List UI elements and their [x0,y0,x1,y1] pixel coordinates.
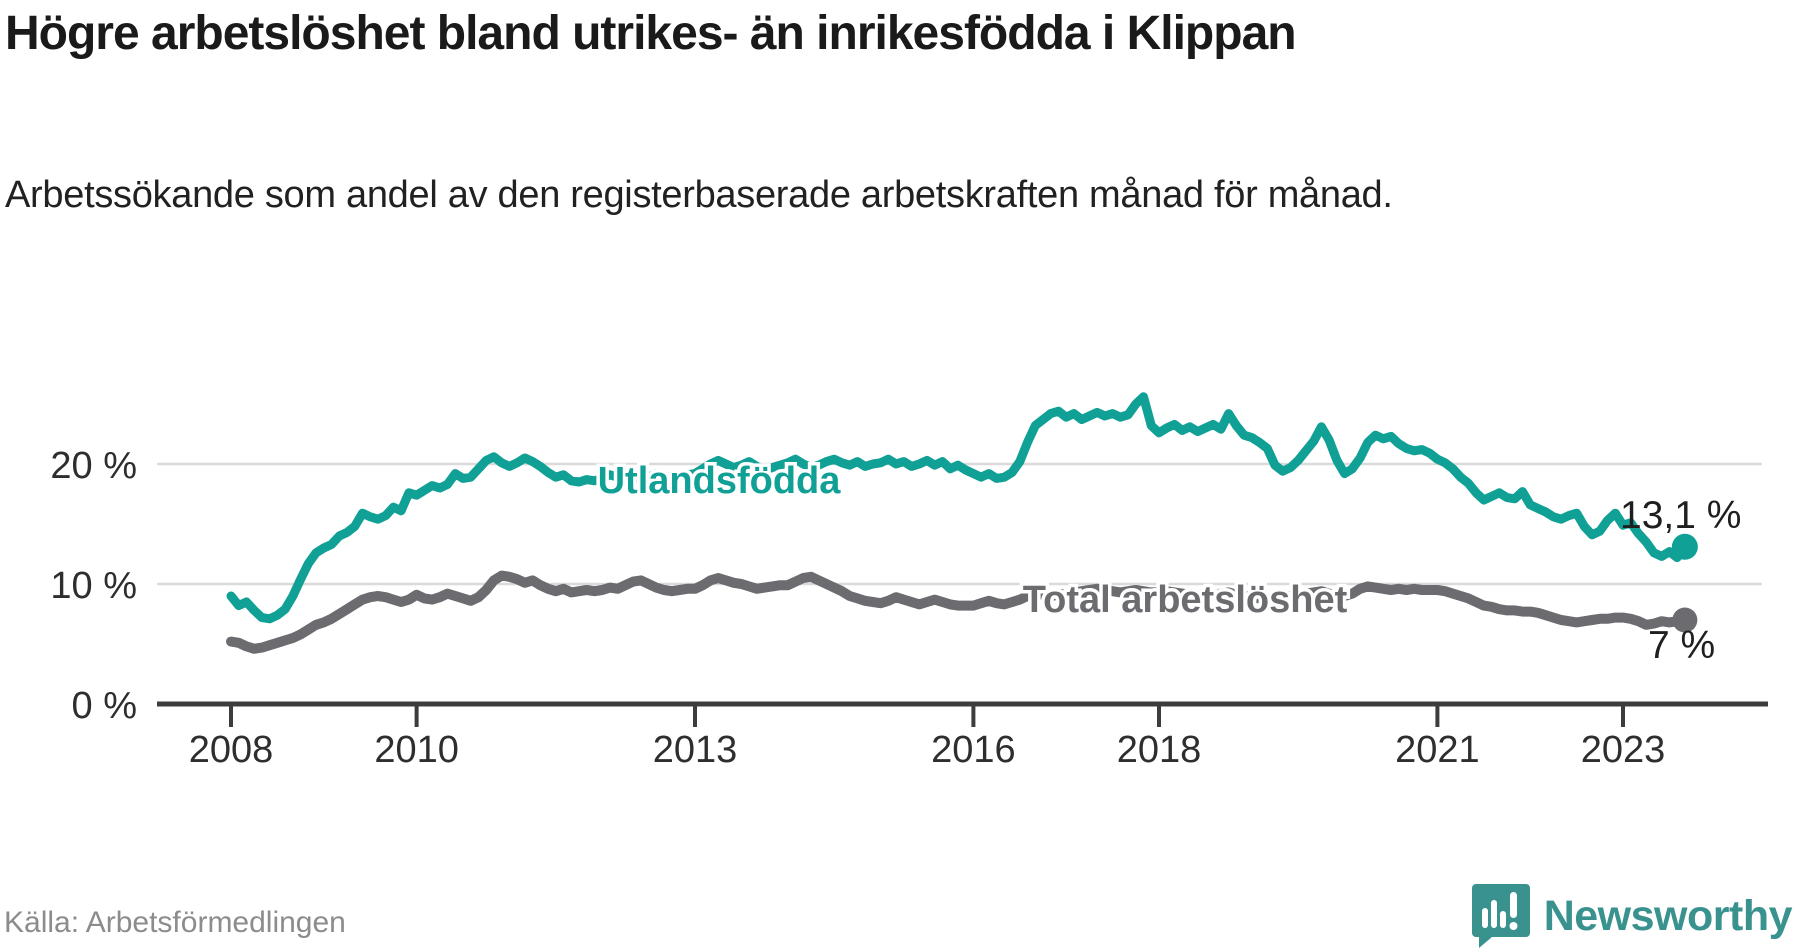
x-tick-label: 2016 [931,729,1016,771]
source-note: Källa: Arbetsförmedlingen [4,906,346,939]
x-tick-label: 2023 [1581,729,1666,771]
series-label-utlandsfodda: Utlandsfödda [598,460,842,502]
y-tick-label: 0 % [72,685,137,727]
chart-subtitle: Arbetssökande som andel av den registerb… [5,174,1393,216]
series-line-utlandsfodda [226,392,1690,624]
y-tick-label: 10 % [50,565,137,607]
series-end-value-utlandsfodda: 13,1 % [1620,494,1741,537]
y-tick-label: 20 % [50,445,137,487]
x-tick-label: 2008 [189,729,274,771]
logo-speech-bubble-icon [1471,884,1530,948]
x-tick-label: 2010 [374,729,459,771]
x-tick-label: 2018 [1117,729,1202,771]
series-end-dot-utlandsfodda [1671,533,1698,560]
x-tick-label: 2021 [1395,729,1480,771]
brand-name: Newsworthy [1543,892,1793,940]
series-end-value-total: 7 % [1648,624,1715,667]
page-title: Högre arbetslöshet bland utrikes- än inr… [5,7,1297,60]
series-label-total: Total arbetslöshet [1023,579,1348,621]
x-tick-label: 2013 [653,729,738,771]
newsworthy-logo: Newsworthy [1471,884,1793,948]
series-end-dot-total [1672,607,1698,633]
series-line-total [226,570,1690,654]
